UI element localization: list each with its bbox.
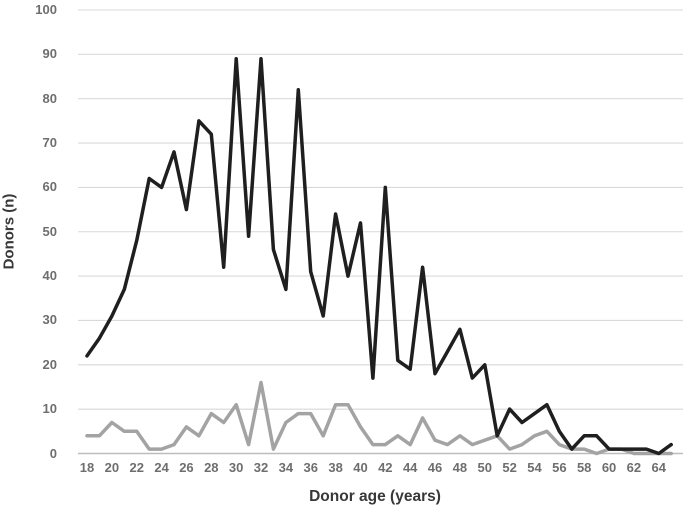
x-tick-label: 56 — [552, 460, 567, 475]
x-tick-label: 44 — [402, 460, 418, 475]
x-tick-label: 64 — [651, 460, 666, 475]
gray-line — [85, 380, 673, 456]
y-tick-label: 30 — [42, 312, 57, 328]
x-tick-label: 42 — [378, 460, 393, 475]
x-tick-label: 62 — [626, 460, 642, 475]
y-tick-label: 40 — [42, 268, 57, 284]
black-line — [85, 57, 673, 456]
x-tick-label: 32 — [253, 460, 269, 475]
x-tick-label: 46 — [427, 460, 443, 475]
y-tick-label: 50 — [42, 223, 57, 239]
x-tick-label: 38 — [328, 460, 343, 475]
y-tick-label: 80 — [42, 90, 57, 106]
x-tick-label: 40 — [353, 460, 368, 475]
x-tick-label: 34 — [278, 460, 294, 475]
y-tick-label: 100 — [35, 2, 57, 17]
x-tick-label: 24 — [154, 460, 169, 475]
x-tick-label: 54 — [527, 460, 542, 475]
x-tick-label: 36 — [303, 460, 318, 475]
x-tick-label: 48 — [452, 460, 468, 475]
x-tick-label: 50 — [477, 460, 492, 475]
y-tick-label: 0 — [49, 445, 57, 461]
x-tick-label: 26 — [179, 460, 194, 475]
y-tick-label: 90 — [42, 46, 57, 62]
x-tick-label: 22 — [129, 460, 144, 475]
x-tick-label: 28 — [204, 460, 219, 475]
y-axis-title: Donors (n) — [0, 193, 18, 270]
x-tick-label: 20 — [104, 460, 120, 475]
x-axis-title: Donor age (years) — [309, 488, 441, 505]
x-tick-label: 18 — [79, 460, 95, 475]
x-tick-label: 60 — [601, 460, 617, 475]
x-tick-label: 58 — [576, 460, 592, 475]
y-tick-label: 70 — [42, 135, 57, 151]
y-tick-label: 60 — [42, 179, 57, 195]
y-tick-label: 20 — [42, 356, 57, 372]
x-tick-label: 30 — [228, 460, 244, 475]
x-tick-label: 52 — [502, 460, 517, 475]
y-tick-label: 10 — [42, 401, 57, 417]
